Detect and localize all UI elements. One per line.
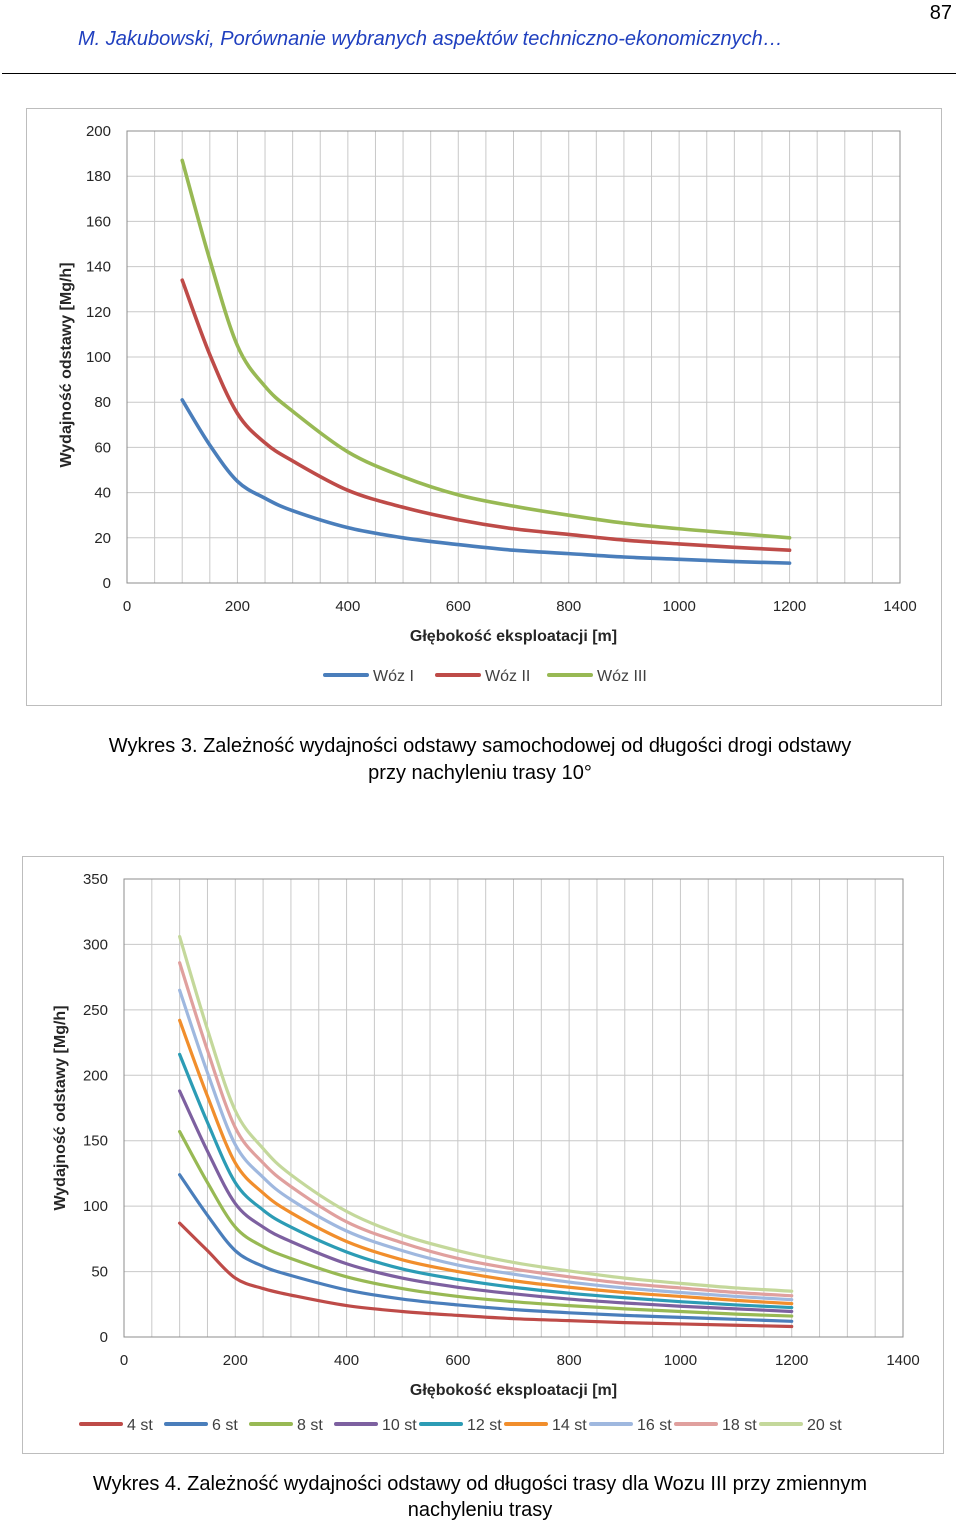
header-rule: [2, 73, 956, 74]
legend-label: 20 st: [807, 1417, 842, 1434]
x-tick-label: 200: [223, 1352, 248, 1369]
x-tick-label: 800: [556, 598, 581, 615]
y-tick-label: 0: [103, 575, 111, 592]
caption-wykres-3-line2: przy nachyleniu trasy 10°: [368, 762, 592, 784]
series-line-4-st: [178, 1221, 794, 1329]
y-tick-label: 140: [86, 259, 111, 276]
series-line-wóz-ii: [180, 278, 792, 553]
series-line-14-st: [178, 1018, 794, 1306]
series-line-wóz-i: [180, 398, 792, 565]
x-tick-label: 0: [120, 1352, 128, 1369]
legend-label: 6 st: [212, 1417, 238, 1434]
series-line-12-st: [178, 1052, 794, 1310]
x-tick-label: 1400: [886, 1352, 919, 1369]
y-tick-label: 200: [83, 1067, 108, 1084]
y-tick-label: 200: [86, 123, 111, 140]
y-tick-label: 160: [86, 213, 111, 230]
chart-svg: 0 50 100 150 200 250 300 350 0 200 400 600 800 1000 12…: [52, 871, 920, 1434]
series-line-wóz-iii: [180, 158, 792, 540]
legend-label: 16 st: [637, 1417, 672, 1434]
series-line-10-st: [178, 1089, 794, 1314]
x-axis-label: Głębokość eksploatacji [m]: [410, 628, 617, 645]
caption-wykres-4-line1: Wykres 4. Zależność wydajności odstawy o…: [92, 1473, 868, 1495]
series-line-8-st: [178, 1129, 794, 1318]
legend-label: 12 st: [467, 1417, 502, 1434]
chart-svg: 0 20 40 60 80 100 120 140 160 180 200 0 200 400 600 800…: [58, 123, 917, 685]
legend-label: 10 st: [382, 1417, 417, 1434]
x-tick-label: 400: [335, 598, 360, 615]
legend-label: 4 st: [127, 1417, 153, 1434]
x-tick-label: 800: [557, 1352, 582, 1369]
y-tick-label: 350: [83, 871, 108, 888]
y-axis-label: Wydajność odstawy [Mg/h]: [52, 1005, 69, 1210]
running-title: M. Jakubowski, Porównanie wybranych aspe…: [78, 28, 783, 50]
x-tick-label: 1000: [662, 598, 695, 615]
y-tick-label: 20: [94, 530, 111, 547]
y-tick-label: 100: [86, 349, 111, 366]
x-tick-label: 600: [446, 598, 471, 615]
y-tick-label: 250: [83, 1002, 108, 1019]
x-tick-label: 1400: [883, 598, 916, 615]
caption-wykres-3-line1: Wykres 3. Zależność wydajności odstawy s…: [108, 735, 852, 757]
y-tick-label: 120: [86, 304, 111, 321]
legend-label: 18 st: [722, 1417, 757, 1434]
legend-label: Wóz II: [485, 668, 530, 685]
caption-wykres-4-line2: nachyleniu trasy: [407, 1499, 553, 1521]
series-line-18-st: [178, 961, 794, 1298]
y-tick-label: 50: [91, 1264, 108, 1281]
x-tick-label: 600: [445, 1352, 470, 1369]
x-tick-label: 0: [123, 598, 131, 615]
plot-area: [123, 878, 904, 1338]
x-tick-label: 400: [334, 1352, 359, 1369]
x-tick-label: 1200: [775, 1352, 808, 1369]
chart-wykres-4: 0 50 100 150 200 250 300 350 0 200 400 600 800 1000 12…: [22, 856, 944, 1454]
legend-label: Wóz III: [597, 668, 647, 685]
y-tick-label: 40: [94, 485, 111, 502]
y-tick-label: 0: [100, 1329, 108, 1346]
y-tick-label: 180: [86, 168, 111, 185]
chart-wykres-3: 0 20 40 60 80 100 120 140 160 180 200 0 200 400 600 800…: [26, 108, 942, 706]
legend-label: 14 st: [552, 1417, 587, 1434]
x-tick-label: 1200: [773, 598, 806, 615]
legend-label: Wóz I: [373, 668, 414, 685]
x-axis-label: Głębokość eksploatacji [m]: [410, 1382, 617, 1399]
y-tick-label: 150: [83, 1133, 108, 1150]
x-tick-label: 200: [225, 598, 250, 615]
page-number: 87: [929, 2, 952, 24]
y-tick-label: 300: [83, 936, 108, 953]
y-axis-label: Wydajność odstawy [Mg/h]: [58, 262, 75, 467]
plot-area: [126, 130, 901, 584]
y-tick-label: 60: [94, 439, 111, 456]
series-line-20-st: [178, 934, 794, 1293]
series-line-16-st: [178, 988, 794, 1302]
series-line-6-st: [178, 1173, 794, 1323]
y-tick-label: 80: [94, 394, 111, 411]
x-tick-label: 1000: [664, 1352, 697, 1369]
y-tick-label: 100: [83, 1198, 108, 1215]
legend-label: 8 st: [297, 1417, 323, 1434]
